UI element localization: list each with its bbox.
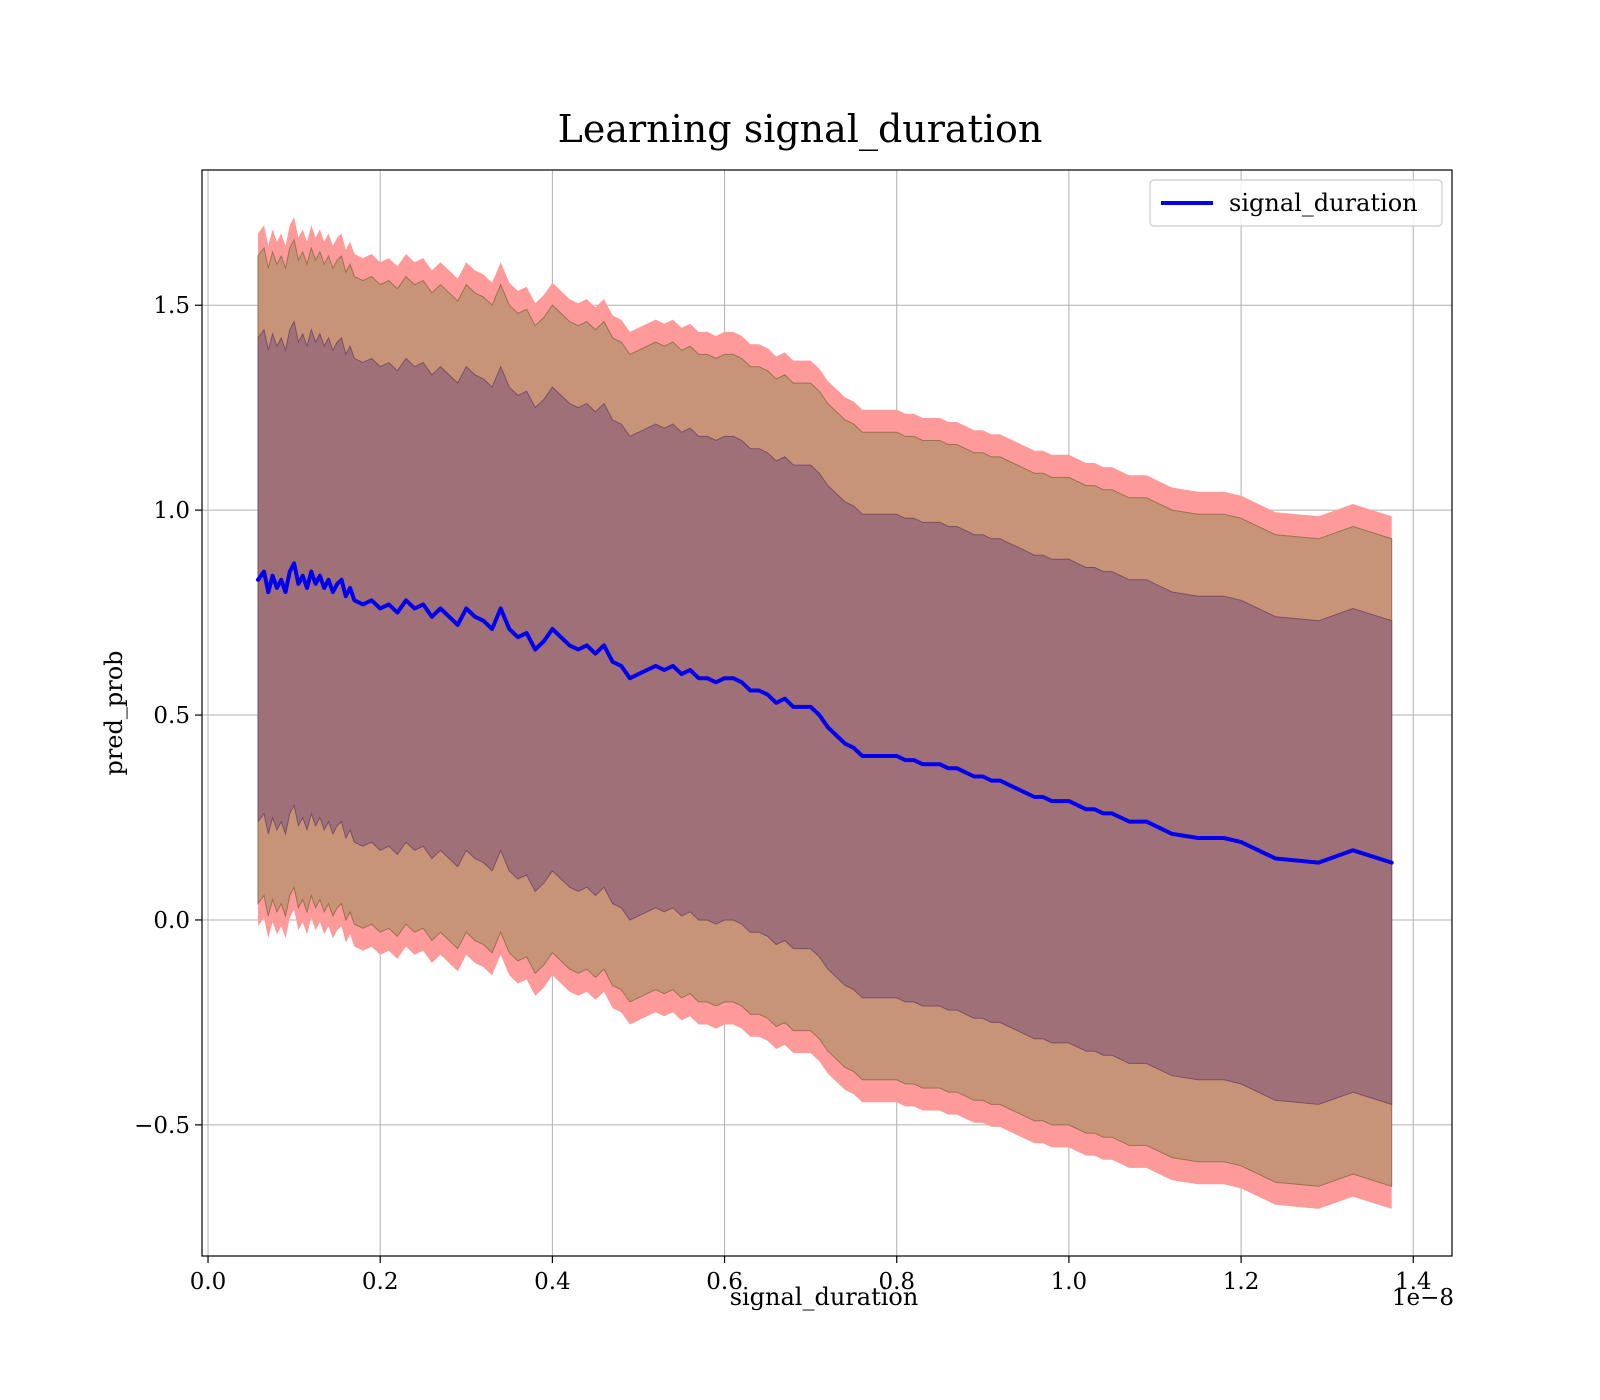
plot-frame <box>201 169 1453 1257</box>
legend-label-signal-duration: signal_duration <box>1229 189 1418 217</box>
x-tick-label: 0.0 <box>190 1269 227 1295</box>
x-axis: 0.0 0.2 0.4 0.6 0.8 1.0 1.2 1.4 <box>190 1256 1432 1295</box>
x-tick-label: 1.4 <box>1395 1269 1432 1295</box>
chart-title: Learning signal_duration <box>558 107 1043 152</box>
legend-box <box>1149 179 1443 227</box>
y-axis-label: pred_prob <box>100 650 128 775</box>
confidence-bands <box>257 217 1393 1209</box>
x-tick-label: 0.4 <box>534 1269 571 1295</box>
y-tick-label: −0.5 <box>134 1113 190 1139</box>
plot-area <box>201 169 1453 1257</box>
x-tick-label: 0.8 <box>878 1269 915 1295</box>
series-line-signal-duration <box>256 561 1394 865</box>
x-tick-label: 0.6 <box>706 1269 743 1295</box>
y-tick-label: 0.5 <box>153 703 190 729</box>
x-axis-label: signal_duration <box>730 1283 919 1311</box>
y-tick-label: 1.0 <box>153 498 190 524</box>
x-tick-label: 1.0 <box>1051 1269 1088 1295</box>
x-axis-offset-label: 1e−8 <box>1392 1285 1454 1311</box>
x-tick-label: 0.2 <box>362 1269 399 1295</box>
y-axis: −0.5 0.0 0.5 1.0 1.5 <box>134 293 202 1139</box>
legend: signal_duration <box>1149 179 1443 227</box>
y-tick-label: 1.5 <box>153 293 190 319</box>
x-tick-label: 1.2 <box>1223 1269 1260 1295</box>
y-tick-label: 0.0 <box>153 908 190 934</box>
inner-confidence-band <box>257 320 1393 1106</box>
